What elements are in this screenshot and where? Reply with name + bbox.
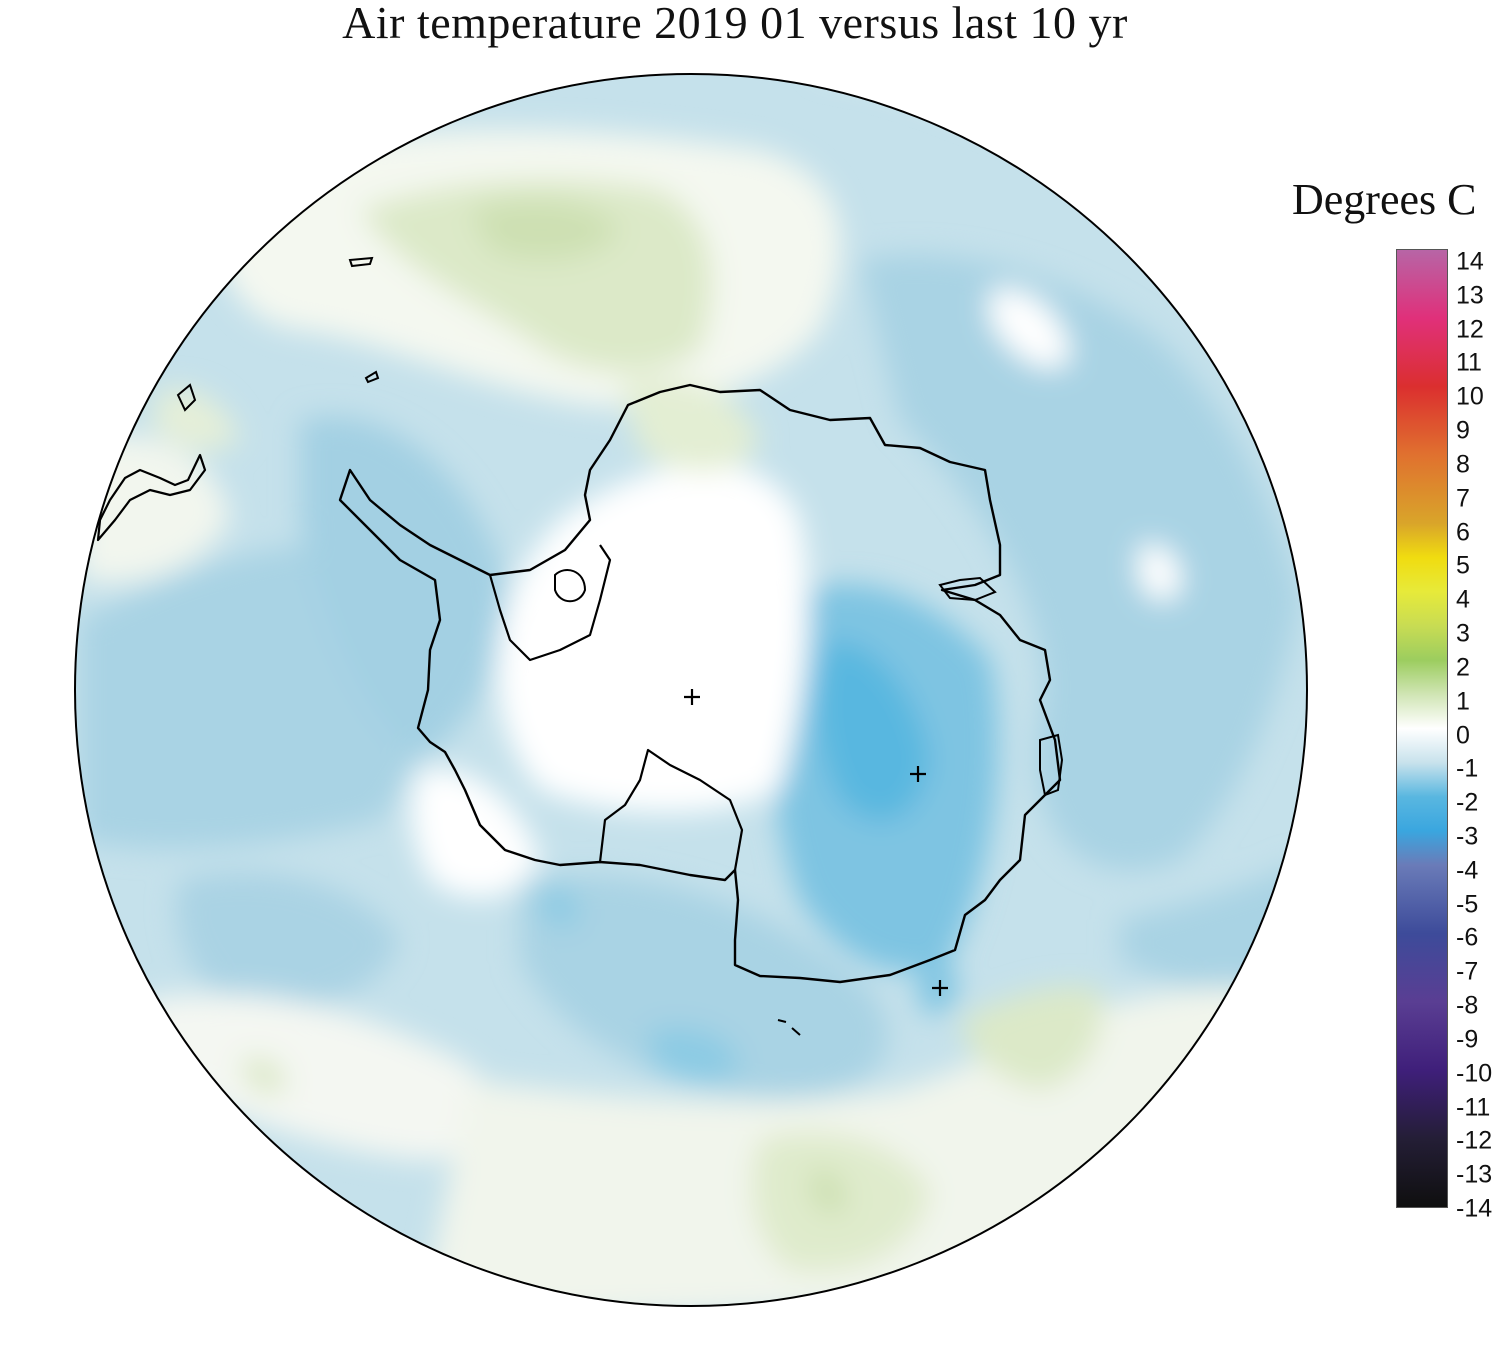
colorbar-tick-label: 11 <box>1456 348 1482 377</box>
map-boundary <box>74 73 1308 1307</box>
colorbar-tick-label: 5 <box>1456 551 1470 580</box>
colorbar-tick-label: 8 <box>1456 450 1470 479</box>
south-america-coast <box>96 453 207 542</box>
amery-ice-shelf <box>938 576 997 602</box>
ross-ice-shelf-edge <box>598 748 744 871</box>
berkner-island <box>554 569 587 603</box>
colorbar-tick-label: -9 <box>1456 1025 1479 1054</box>
colorbar-tick-label: 4 <box>1456 585 1470 614</box>
colorbar-tick-label: 6 <box>1456 518 1470 547</box>
colorbar-tick-label: 3 <box>1456 619 1470 648</box>
colorbar-tick-label: -14 <box>1456 1194 1493 1223</box>
colorbar-tick-label: -11 <box>1456 1093 1491 1122</box>
colorbar-tick-label: -7 <box>1456 957 1479 986</box>
station-markers <box>684 689 948 996</box>
colorbar-tick-label: 0 <box>1456 721 1470 749</box>
colorbar-tick-label: -3 <box>1456 822 1479 851</box>
falkland-islands <box>176 256 374 412</box>
colorbar-tick-label: -5 <box>1456 890 1479 919</box>
south-georgia <box>364 370 380 384</box>
south-pole-marker <box>684 689 700 705</box>
colorbar-tick-label: 7 <box>1456 484 1470 513</box>
colorbar-tick-label: 13 <box>1456 281 1484 310</box>
colorbar <box>1396 249 1448 1208</box>
colorbar-tick-label: 1 <box>1456 687 1470 716</box>
shackleton-shelf <box>1039 733 1064 797</box>
dome-station-marker <box>910 766 926 782</box>
colorbar-tick-label: -1 <box>1456 754 1479 783</box>
colorbar-tick-label: 14 <box>1456 247 1484 276</box>
colorbar-label: Degrees C <box>1292 175 1477 224</box>
colorbar-tick-label: -2 <box>1456 788 1479 817</box>
colorbar-tick-label: 2 <box>1456 653 1470 682</box>
colorbar-tick-label: -4 <box>1456 856 1479 885</box>
colorbar-tick-label: -13 <box>1456 1160 1493 1189</box>
map-title: Air temperature 2019 01 versus last 10 y… <box>342 0 1128 48</box>
colorbar-tick-label: 12 <box>1456 315 1484 344</box>
colorbar-tick-label: -8 <box>1456 991 1479 1020</box>
colorbar-tick-label: -10 <box>1456 1059 1493 1088</box>
colorbar-tick-label: -6 <box>1456 923 1479 952</box>
antarctica-coastline <box>338 383 1062 984</box>
colorbar-tick-label: 9 <box>1456 416 1470 445</box>
colorbar-tick-label: 10 <box>1456 382 1484 411</box>
balleny-islands <box>777 1019 801 1036</box>
weddell-ice-shelf-edge <box>488 544 612 662</box>
colorbar-tick-label: -12 <box>1456 1126 1493 1155</box>
coastal-station-marker <box>932 980 948 996</box>
